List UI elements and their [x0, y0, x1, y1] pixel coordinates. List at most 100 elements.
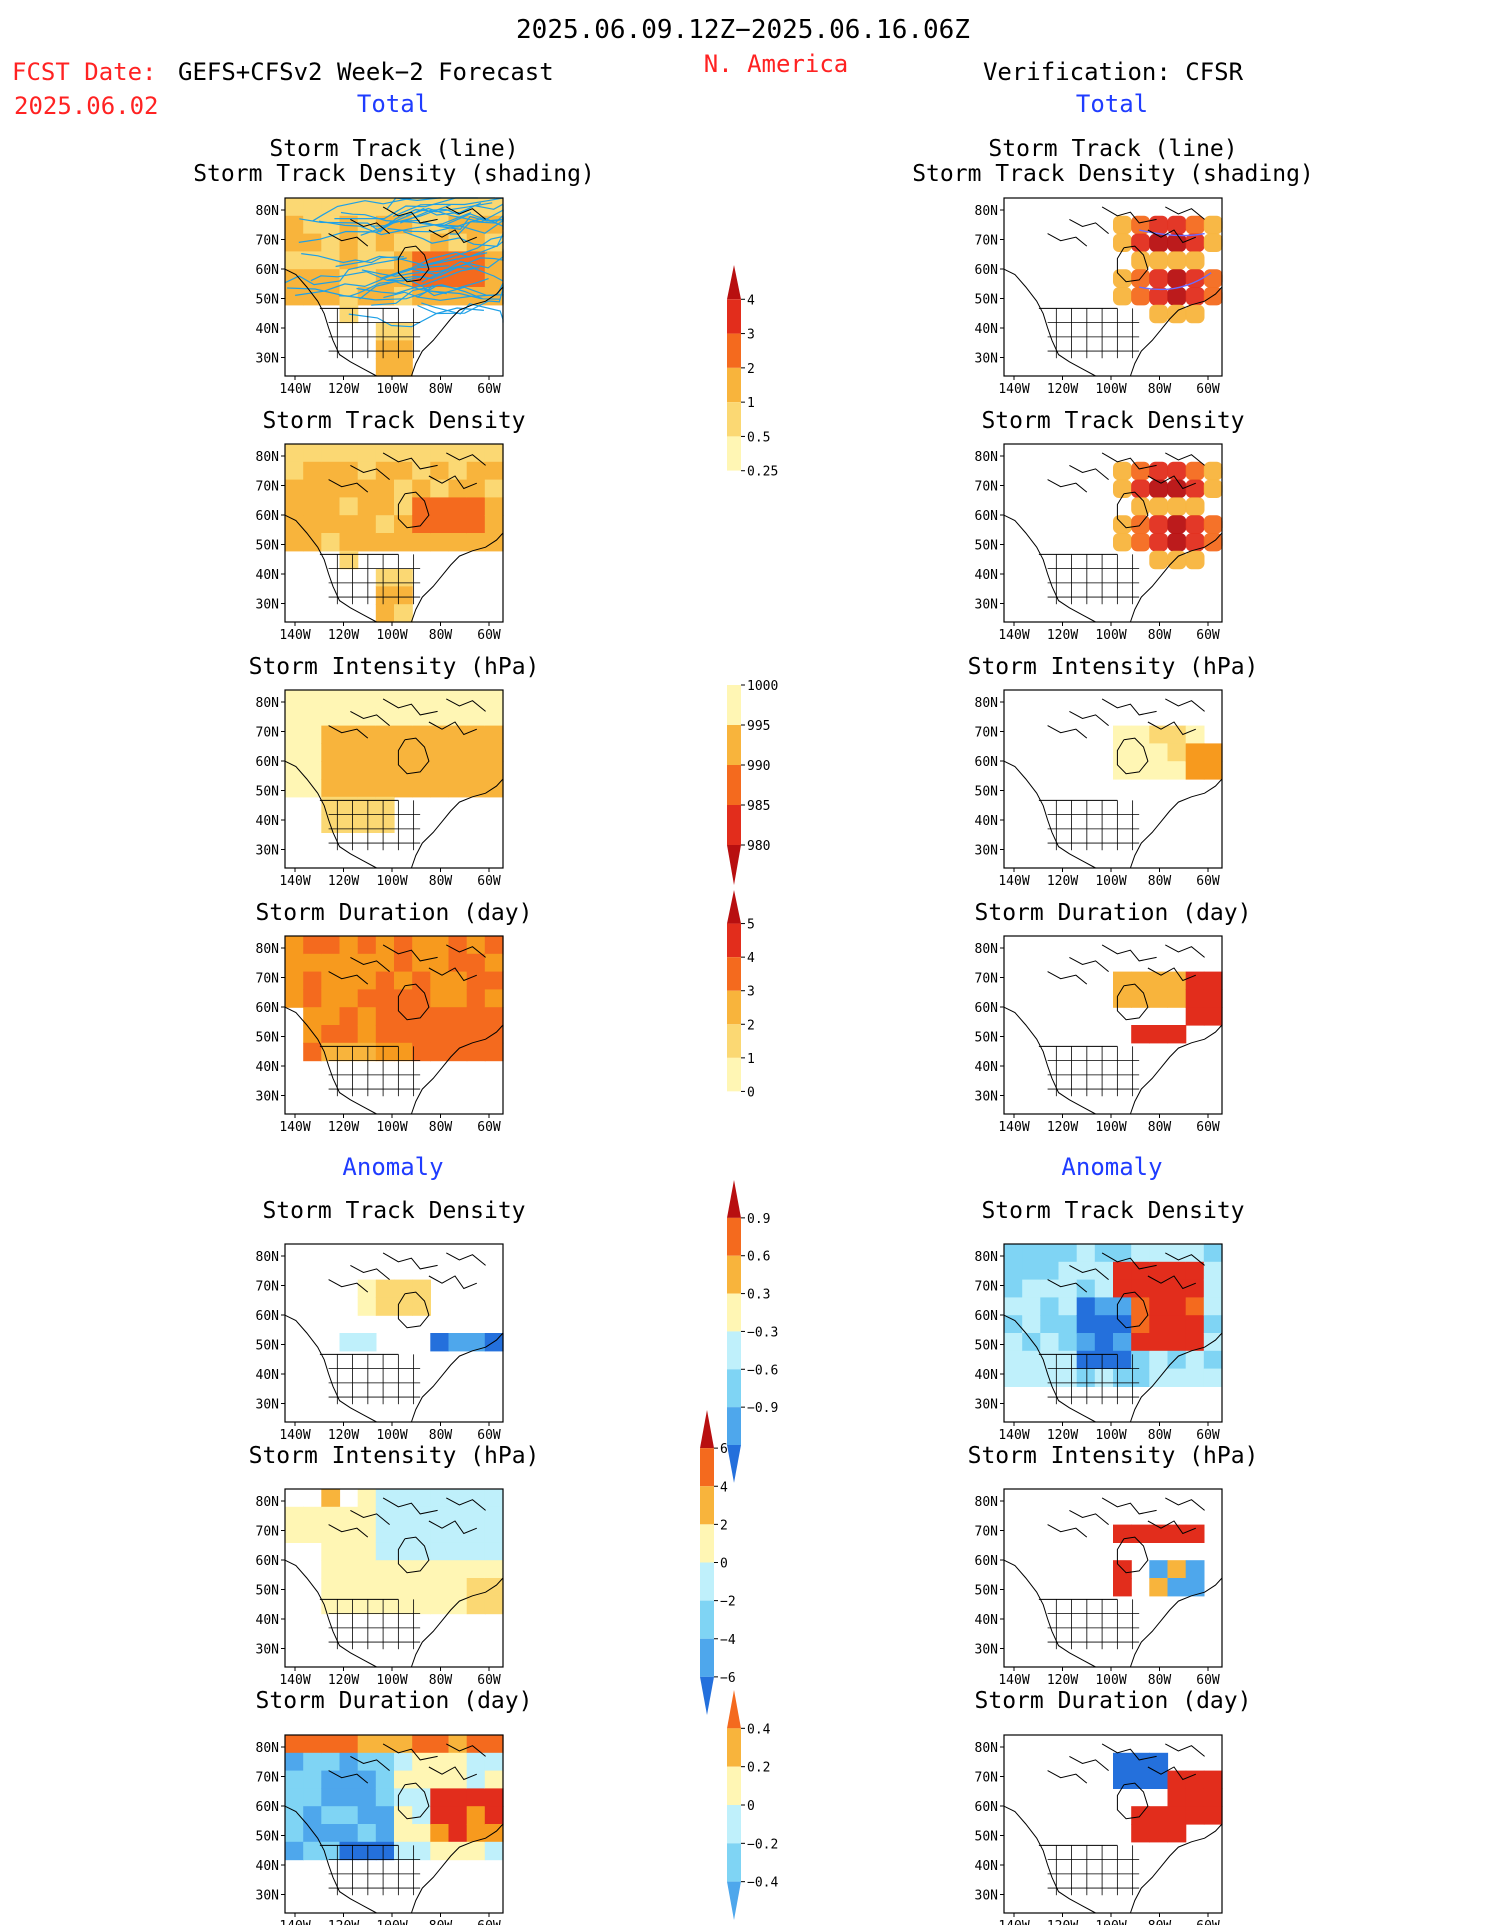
shade-cell	[1113, 1368, 1132, 1387]
shade-cell	[321, 479, 341, 498]
shade-cell	[1185, 989, 1205, 1008]
shade-cell	[412, 1542, 431, 1561]
shade-cell	[484, 743, 504, 762]
lat-label: 50N	[975, 539, 998, 554]
lon-label: 100W	[376, 1673, 407, 1688]
arctic-coast	[328, 1770, 369, 1784]
coastline	[1003, 1559, 1096, 1668]
panel-title: Storm Track Density	[262, 408, 525, 434]
lat-label: 50N	[256, 785, 279, 800]
map-frame	[284, 689, 504, 869]
shade-cell	[375, 515, 395, 534]
arctic-coast	[1101, 1252, 1157, 1270]
shade-cell	[285, 936, 304, 955]
arctic-coast	[382, 206, 438, 224]
shade-cell	[1131, 1297, 1150, 1316]
colorbar-segment	[727, 1407, 741, 1445]
shade-cell	[1167, 1025, 1187, 1044]
shade-cell	[484, 1841, 504, 1861]
shade-cell	[285, 251, 304, 270]
colorbar-tip	[727, 1180, 741, 1218]
colorbar-tip	[727, 890, 741, 924]
shade-cell	[321, 707, 341, 727]
shade-cell	[375, 444, 395, 463]
shade-cell	[1149, 1560, 1169, 1579]
shade-cell	[1185, 233, 1205, 252]
coastline	[1003, 760, 1096, 869]
shade-cell	[1131, 497, 1150, 516]
shade-cell	[375, 1279, 395, 1298]
hudson-bay	[397, 1782, 430, 1820]
shade-cell	[484, 515, 504, 534]
shade-cell	[1185, 304, 1205, 324]
map-panel-verification-v_track: Storm Track (line)Storm Track Density (s…	[912, 136, 1314, 397]
shade-cell	[1004, 1350, 1023, 1370]
shade-cell	[321, 1542, 341, 1561]
colorbar-label: 980	[747, 839, 770, 854]
shade-cell	[1167, 304, 1187, 324]
lat-label: 30N	[975, 1643, 998, 1658]
shade-cell	[430, 1042, 450, 1062]
shade-cell	[466, 1333, 486, 1352]
shade-cell	[448, 707, 468, 727]
storm-track-line	[387, 266, 504, 282]
forecast-anomaly-title: Anomaly	[342, 1153, 443, 1181]
lon-label: 140W	[279, 874, 310, 889]
shade-cell	[448, 1542, 468, 1561]
arctic-coast	[1069, 710, 1109, 726]
coastline	[1003, 268, 1096, 377]
lat-label: 70N	[975, 1525, 998, 1540]
map-panel-forecast-intensity: Storm Intensity (hPa)80N70N60N50N40N30N1…	[249, 654, 540, 889]
shade-cell	[285, 287, 304, 306]
shade-cell	[430, 936, 450, 955]
shade-cell	[1185, 1368, 1205, 1387]
lon-label: 120W	[328, 874, 359, 889]
shade-cell	[1058, 1297, 1078, 1316]
shade-cell	[303, 1506, 322, 1526]
lat-label: 30N	[256, 844, 279, 859]
shade-cell	[1113, 461, 1132, 481]
shade-cell	[484, 1560, 504, 1579]
shade-cell	[1167, 971, 1187, 990]
shade-cell	[321, 953, 341, 973]
shade-cell	[1113, 1350, 1132, 1370]
shade-cell	[1022, 1333, 1041, 1352]
shade-cell	[394, 251, 413, 270]
storm-track-line	[301, 253, 404, 264]
shade-cell	[412, 1752, 431, 1772]
map-panel-verification-v_anom_intensity: Storm Intensity (hPa)80N70N60N50N40N30N1…	[968, 1443, 1259, 1688]
shade-cell	[339, 1841, 359, 1861]
shade-cell	[484, 1506, 504, 1526]
arctic-coast	[428, 1520, 477, 1535]
shade-cell	[375, 479, 395, 498]
shade-cell	[394, 233, 413, 252]
panel-subtitle: Storm Track Density (shading)	[193, 161, 595, 187]
shade-cell	[1149, 550, 1169, 570]
shade-cell	[321, 1489, 341, 1508]
shade-cell	[448, 444, 468, 463]
shade-cell	[466, 743, 486, 762]
shade-cell	[321, 1560, 341, 1579]
lat-label: 40N	[975, 814, 998, 829]
lat-label: 30N	[256, 1090, 279, 1105]
shade-cell	[430, 779, 450, 798]
colorbar-label: 5	[747, 918, 755, 933]
lat-label: 30N	[256, 1398, 279, 1413]
shade-cell	[448, 743, 468, 762]
shade-cell	[1185, 1244, 1205, 1263]
shade-cell	[1076, 1350, 1096, 1370]
colorbar-segment	[700, 1638, 714, 1677]
map-panel-verification-v_anom_density: Storm Track Density 80N 70N 60N 50N 40N 30N140…	[975, 1198, 1245, 1443]
shade-cell	[339, 1752, 359, 1772]
shade-cell	[357, 1279, 377, 1298]
shade-cell	[339, 550, 359, 570]
shade-cell	[1149, 515, 1169, 534]
shade-cell	[321, 497, 341, 516]
shade-cell	[484, 1770, 504, 1789]
lon-label: 100W	[376, 874, 407, 889]
shade-cell	[1167, 479, 1187, 498]
shade-cell	[412, 1770, 431, 1789]
shade-cell	[321, 690, 341, 709]
lat-label: 60N	[256, 509, 279, 524]
shade-cell	[448, 779, 468, 798]
